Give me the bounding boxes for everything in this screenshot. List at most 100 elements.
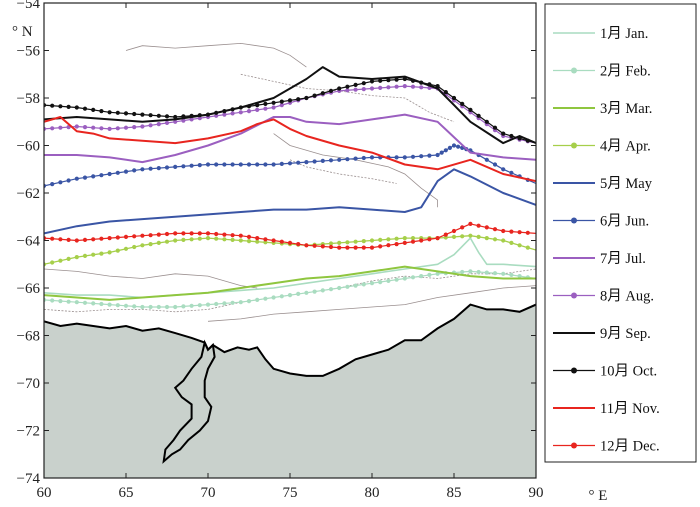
series-point-10 <box>369 79 375 84</box>
series-point-2 <box>353 283 358 288</box>
series-point-6 <box>238 162 243 167</box>
series-point-8 <box>82 125 88 130</box>
series-point-10 <box>394 77 399 82</box>
series-point-2 <box>148 304 153 310</box>
coastline <box>44 303 536 377</box>
series-point-2 <box>517 274 522 279</box>
series-point-10 <box>337 86 342 91</box>
series-point-2 <box>230 300 235 305</box>
series-point-4 <box>451 234 457 239</box>
legend-label: 4月 Apr. <box>600 139 651 155</box>
series-point-2 <box>509 272 514 277</box>
y-tick-label: −68 <box>17 329 40 345</box>
series-point-2 <box>115 303 120 308</box>
bathymetry-contour <box>125 42 307 68</box>
series-point-12 <box>107 236 112 241</box>
series-point-8 <box>74 124 79 129</box>
series-point-12 <box>312 243 317 248</box>
series-point-12 <box>50 236 55 241</box>
series-line-1 <box>44 237 536 299</box>
series-point-10 <box>91 107 96 112</box>
x-unit-label: ° E <box>589 488 608 504</box>
series-point-6 <box>164 165 170 170</box>
series-point-10 <box>492 125 498 130</box>
series-point-2 <box>279 294 284 299</box>
series-point-10 <box>148 113 153 118</box>
series-point-12 <box>148 233 153 238</box>
series-point-8 <box>148 123 153 128</box>
series-point-10 <box>164 114 170 119</box>
series-point-12 <box>82 237 88 242</box>
series-point-10 <box>271 100 276 105</box>
series-point-6 <box>115 170 120 175</box>
series-point-4 <box>189 237 194 242</box>
series-point-10 <box>287 98 293 103</box>
series-point-12 <box>181 231 186 236</box>
series-point-4 <box>58 258 63 263</box>
series-point-6 <box>255 162 260 167</box>
series-point-6 <box>328 158 334 163</box>
series-point-12 <box>123 234 129 239</box>
series-point-12 <box>419 238 424 243</box>
series-point-4 <box>443 235 448 240</box>
series-point-10 <box>484 119 489 124</box>
series-point-4 <box>353 239 358 244</box>
series-point-6 <box>66 178 71 183</box>
series-point-2 <box>222 301 227 306</box>
series-point-4 <box>238 238 243 243</box>
series-point-10 <box>50 103 55 108</box>
x-tick-label: 75 <box>283 485 298 501</box>
series-point-2 <box>419 274 424 279</box>
series-point-4 <box>509 240 514 245</box>
series-point-10 <box>230 107 235 112</box>
series-point-4 <box>99 251 104 256</box>
series-point-6 <box>369 155 375 160</box>
series-point-6 <box>427 153 432 158</box>
series-point-4 <box>394 236 399 241</box>
series-point-6 <box>394 155 399 160</box>
legend-label: 6月 Jun. <box>600 214 649 230</box>
series-point-8 <box>164 120 170 125</box>
series-point-8 <box>279 103 284 108</box>
series-point-2 <box>50 298 55 303</box>
series-point-10 <box>501 131 506 136</box>
series-point-2 <box>460 269 465 275</box>
series-point-8 <box>263 106 268 111</box>
series-point-4 <box>517 243 522 248</box>
series-point-2 <box>107 302 112 307</box>
series-point-2 <box>156 304 161 310</box>
series-point-6 <box>230 162 235 167</box>
legend-label: 11月 Nov. <box>600 401 660 417</box>
legend-box <box>544 3 697 463</box>
series-point-10 <box>132 111 137 117</box>
series-point-2 <box>435 271 440 276</box>
series-point-8 <box>271 105 276 110</box>
x-tick-label: 90 <box>529 485 544 501</box>
series-point-6 <box>82 175 88 180</box>
series-point-10 <box>263 101 268 106</box>
series-point-12 <box>255 236 260 241</box>
series-point-6 <box>484 157 489 162</box>
series-point-2 <box>361 282 366 287</box>
bathymetry-contour <box>289 159 397 184</box>
series-point-12 <box>74 238 79 243</box>
series-point-2 <box>476 269 481 275</box>
series-point-10 <box>304 95 309 101</box>
series-point-10 <box>214 110 219 115</box>
series-point-6 <box>296 160 301 165</box>
series-point-2 <box>82 300 88 305</box>
series-point-10 <box>140 112 145 117</box>
series-point-12 <box>468 221 473 226</box>
series-point-6 <box>58 180 63 185</box>
series-point-12 <box>386 243 391 248</box>
series-point-12 <box>271 238 276 243</box>
series-point-6 <box>279 161 284 166</box>
series-point-6 <box>214 162 219 167</box>
series-point-12 <box>156 232 161 237</box>
series-point-2 <box>402 276 407 281</box>
series-point-8 <box>115 126 120 131</box>
series-point-4 <box>115 248 120 253</box>
series-point-10 <box>205 112 211 117</box>
series-point-10 <box>402 76 407 82</box>
series-point-4 <box>74 255 79 260</box>
